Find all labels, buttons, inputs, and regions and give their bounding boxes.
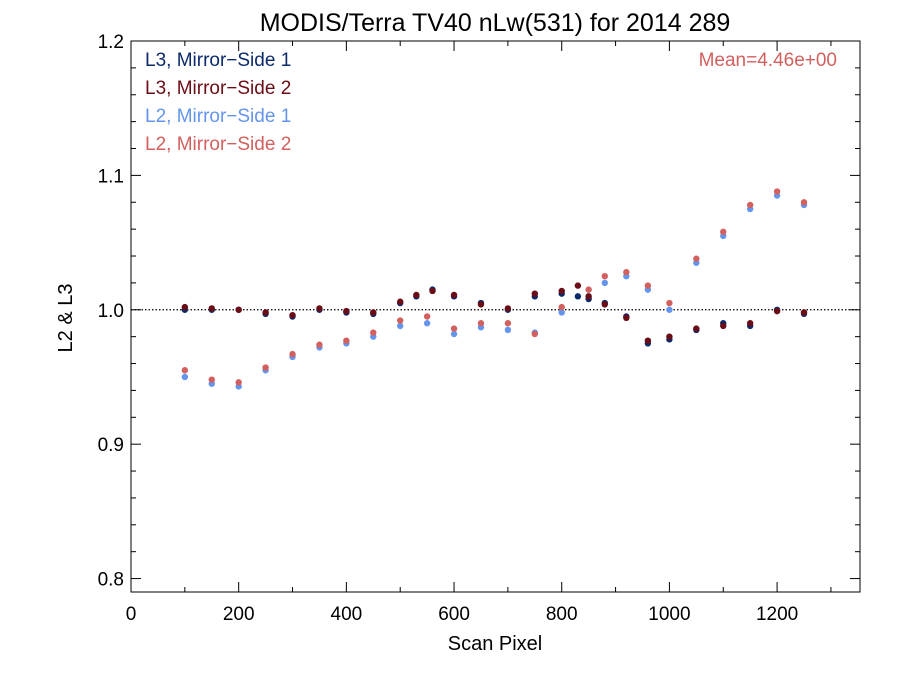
x-tick-label: 800 — [546, 604, 578, 625]
legend-entry-l2-ms2: L2, Mirror−Side 2 — [145, 134, 291, 155]
data-point — [208, 305, 215, 312]
data-point — [623, 314, 630, 322]
data-point — [181, 367, 189, 374]
data-point — [800, 309, 808, 316]
data-point — [181, 373, 189, 381]
data-point — [800, 199, 808, 206]
data-point — [585, 293, 592, 300]
data-point — [450, 325, 458, 332]
y-tick-label: 0.9 — [98, 435, 124, 456]
mean-annotation: Mean=4.46e+00 — [699, 50, 837, 71]
data-point — [316, 341, 323, 348]
data-point — [601, 279, 608, 287]
x-tick-label: 400 — [331, 604, 363, 625]
data-point — [450, 330, 458, 338]
data-point — [693, 255, 700, 262]
data-point — [423, 320, 431, 327]
data-point — [370, 329, 377, 336]
data-point — [666, 333, 673, 340]
data-point — [666, 299, 673, 307]
data-point — [558, 303, 565, 311]
data-point — [746, 320, 754, 327]
data-point — [504, 305, 512, 312]
x-axis-label: Scan Pixel — [448, 633, 543, 655]
legend-entry-l3-ms2: L3, Mirror−Side 2 — [145, 78, 291, 99]
y-tick-label: 0.8 — [98, 570, 124, 591]
x-tick-label: 200 — [223, 604, 255, 625]
data-point — [343, 307, 350, 315]
data-point — [585, 286, 592, 293]
legend-entry-l3-ms1: L3, Mirror−Side 1 — [145, 50, 291, 71]
legend-entry-l2-ms1: L2, Mirror−Side 1 — [145, 106, 291, 127]
data-point — [574, 293, 582, 300]
legend: L3, Mirror−Side 1 L3, Mirror−Side 2 L2, … — [145, 50, 291, 155]
data-point — [601, 272, 608, 280]
data-point — [235, 379, 242, 386]
data-point — [477, 320, 485, 327]
data-point — [773, 307, 781, 315]
data-point — [450, 291, 458, 299]
y-tick-label: 1.0 — [98, 301, 124, 322]
data-point — [720, 228, 727, 236]
data-point — [720, 322, 727, 330]
data-point — [423, 313, 431, 320]
data-point — [601, 301, 608, 308]
data-point — [235, 306, 242, 313]
data-point — [429, 287, 436, 295]
data-point — [262, 309, 269, 316]
data-point — [666, 306, 673, 313]
y-tick-label: 1.1 — [98, 166, 124, 187]
data-point — [397, 298, 404, 305]
data-point — [644, 282, 652, 289]
data-point — [262, 364, 269, 371]
data-point — [558, 309, 565, 316]
data-point — [413, 291, 420, 299]
data-point — [531, 290, 539, 297]
data-point — [504, 320, 512, 327]
data-point — [289, 311, 296, 319]
x-tick-label: 600 — [438, 604, 470, 625]
data-point — [397, 317, 404, 324]
data-point — [181, 303, 189, 311]
x-tick-label: 1000 — [648, 604, 690, 625]
data-point — [370, 309, 377, 316]
data-point — [208, 376, 215, 383]
plot-frame — [130, 40, 861, 593]
data-point — [693, 325, 700, 332]
data-point — [289, 350, 296, 358]
data-point — [531, 330, 539, 338]
chart-title: MODIS/Terra TV40 nLw(531) for 2014 289 — [260, 9, 731, 37]
data-point — [477, 301, 485, 308]
data-point — [746, 201, 754, 209]
data-point — [574, 282, 582, 289]
data-point — [316, 305, 323, 312]
y-axis-label: L2 & L3 — [55, 284, 77, 353]
x-tick-label: 1200 — [756, 604, 798, 625]
data-point — [397, 322, 404, 330]
data-point — [343, 337, 350, 344]
data-point — [773, 188, 781, 195]
data-point — [644, 337, 652, 344]
y-tick-label: 1.2 — [98, 32, 124, 53]
data-point — [558, 287, 565, 295]
data-point — [623, 268, 630, 276]
data-point — [504, 326, 512, 334]
x-tick-label: 0 — [126, 604, 137, 625]
